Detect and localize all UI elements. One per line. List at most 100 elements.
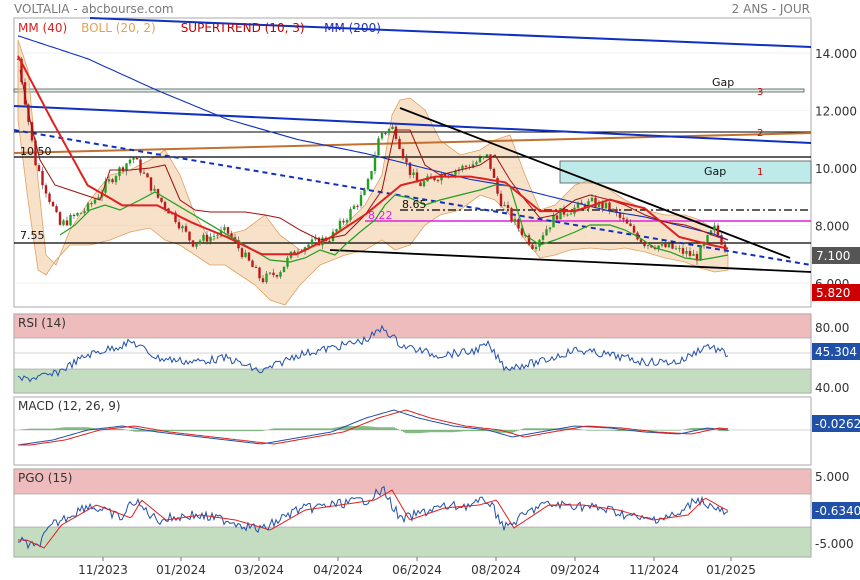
macd-hist-bar [617,430,619,431]
macd-hist-bar [603,430,605,431]
macd-hist-bar [625,430,627,432]
legend-entry: MM (40) [18,21,67,35]
macd-hist-bar [413,430,415,434]
candle-body [587,201,590,209]
pgo-signal-line [18,489,729,549]
candle-body [310,239,314,245]
candle-body [114,176,118,183]
pgo-value-tag [812,502,860,519]
macd-hist-bar [587,430,589,431]
gap-zone-3 [13,88,805,93]
last-price-value: 7.100 [816,249,850,263]
candle-body [149,177,153,191]
macd-hist-bar [479,430,481,432]
macd-hist-bar [263,430,265,431]
macd-hist-bar [289,428,291,430]
macd-hist-bar [291,428,293,430]
macd-hist-bar [429,430,431,433]
candle-body [513,219,517,222]
gap-1-number: 1 [757,167,763,178]
macd-hist-bar [99,428,101,430]
macd-panel: MACD (12, 26, 9) -0.0262 [13,396,860,466]
macd-hist-bar [37,428,39,430]
candle-body [583,204,587,209]
macd-hist-bar [687,428,689,430]
macd-hist-bar [313,428,315,430]
macd-hist-bar [373,426,375,430]
candle-body [307,244,310,248]
macd-hist-bar [89,427,91,430]
macd-hist-bar [303,428,305,430]
macd-hist-bar [235,430,237,432]
candle-body [177,222,181,229]
macd-hist-bar [437,430,439,433]
macd-hist-bar [91,427,93,430]
macd-hist-bar [463,430,465,432]
candle-body [97,197,100,200]
legend-entry: MM (200) [324,21,381,35]
macd-hist-bar [49,428,51,430]
macd-hist-bar [191,430,193,432]
macd-hist-bar [365,426,367,430]
candle-body [258,267,261,279]
macd-hist-bar [415,430,417,434]
candle-body [454,170,457,175]
macd-hist-bar [621,430,623,432]
candle-body [510,208,513,222]
candle-body [604,202,608,209]
candle-body [545,229,548,236]
rsi-label: RSI (14) [18,316,66,330]
macd-hist-bar [421,430,423,433]
macd-hist-bar [409,430,411,434]
macd-hist-bar [113,428,115,430]
candle-body [538,239,541,247]
macd-hist-bar [81,427,83,430]
macd-hist-bar [393,427,395,430]
candle-body [202,234,205,241]
stop-price-value: 5.820 [816,286,850,300]
macd-hist-bar [595,430,597,431]
macd-hist-bar [423,430,425,433]
candle-body [247,252,251,261]
candle-body [489,154,492,169]
macd-hist-bar [55,428,57,430]
macd-hist-bar [219,430,221,432]
candle-body [422,181,426,187]
macd-hist-bar [379,427,381,430]
macd-hist-bar [425,430,427,433]
macd-hist-bar [611,430,613,431]
macd-hist-bar [427,430,429,433]
macd-hist-bar [255,430,257,432]
candle-body [688,250,692,256]
series-line-mm40 [17,55,729,256]
candle-body [55,206,58,213]
macd-hist-bar [155,430,157,432]
macd-hist-bar [307,428,309,430]
candle-body [643,241,646,247]
rsi-tick-80: 80.00 [815,321,849,335]
macd-hist-bar [483,430,485,432]
candle-body [373,155,377,172]
macd-hist-bar [111,428,113,430]
gap-3-label: Gap [712,76,734,89]
macd-value: -0.0262 [815,417,860,431]
macd-hist-bar [65,427,67,430]
macd-hist-bar [31,428,33,430]
macd-hist-bar [485,430,487,432]
macd-hist-bar [525,428,527,430]
macd-hist-bar [63,427,65,430]
macd-hist-bar [229,430,231,432]
candle-body [485,154,489,157]
macd-hist-bar [509,430,511,433]
rsi-tick-40: 40.00 [815,381,849,395]
candle-body [678,248,681,250]
macd-hist-bar [121,428,123,430]
candle-body [111,179,114,183]
candle-body [128,159,132,164]
macd-hist-bar [29,428,31,430]
macd-hist-bar [331,428,333,430]
macd-hist-bar [355,426,357,430]
macd-hist-bar [87,427,89,430]
macd-hist-bar [75,427,77,430]
